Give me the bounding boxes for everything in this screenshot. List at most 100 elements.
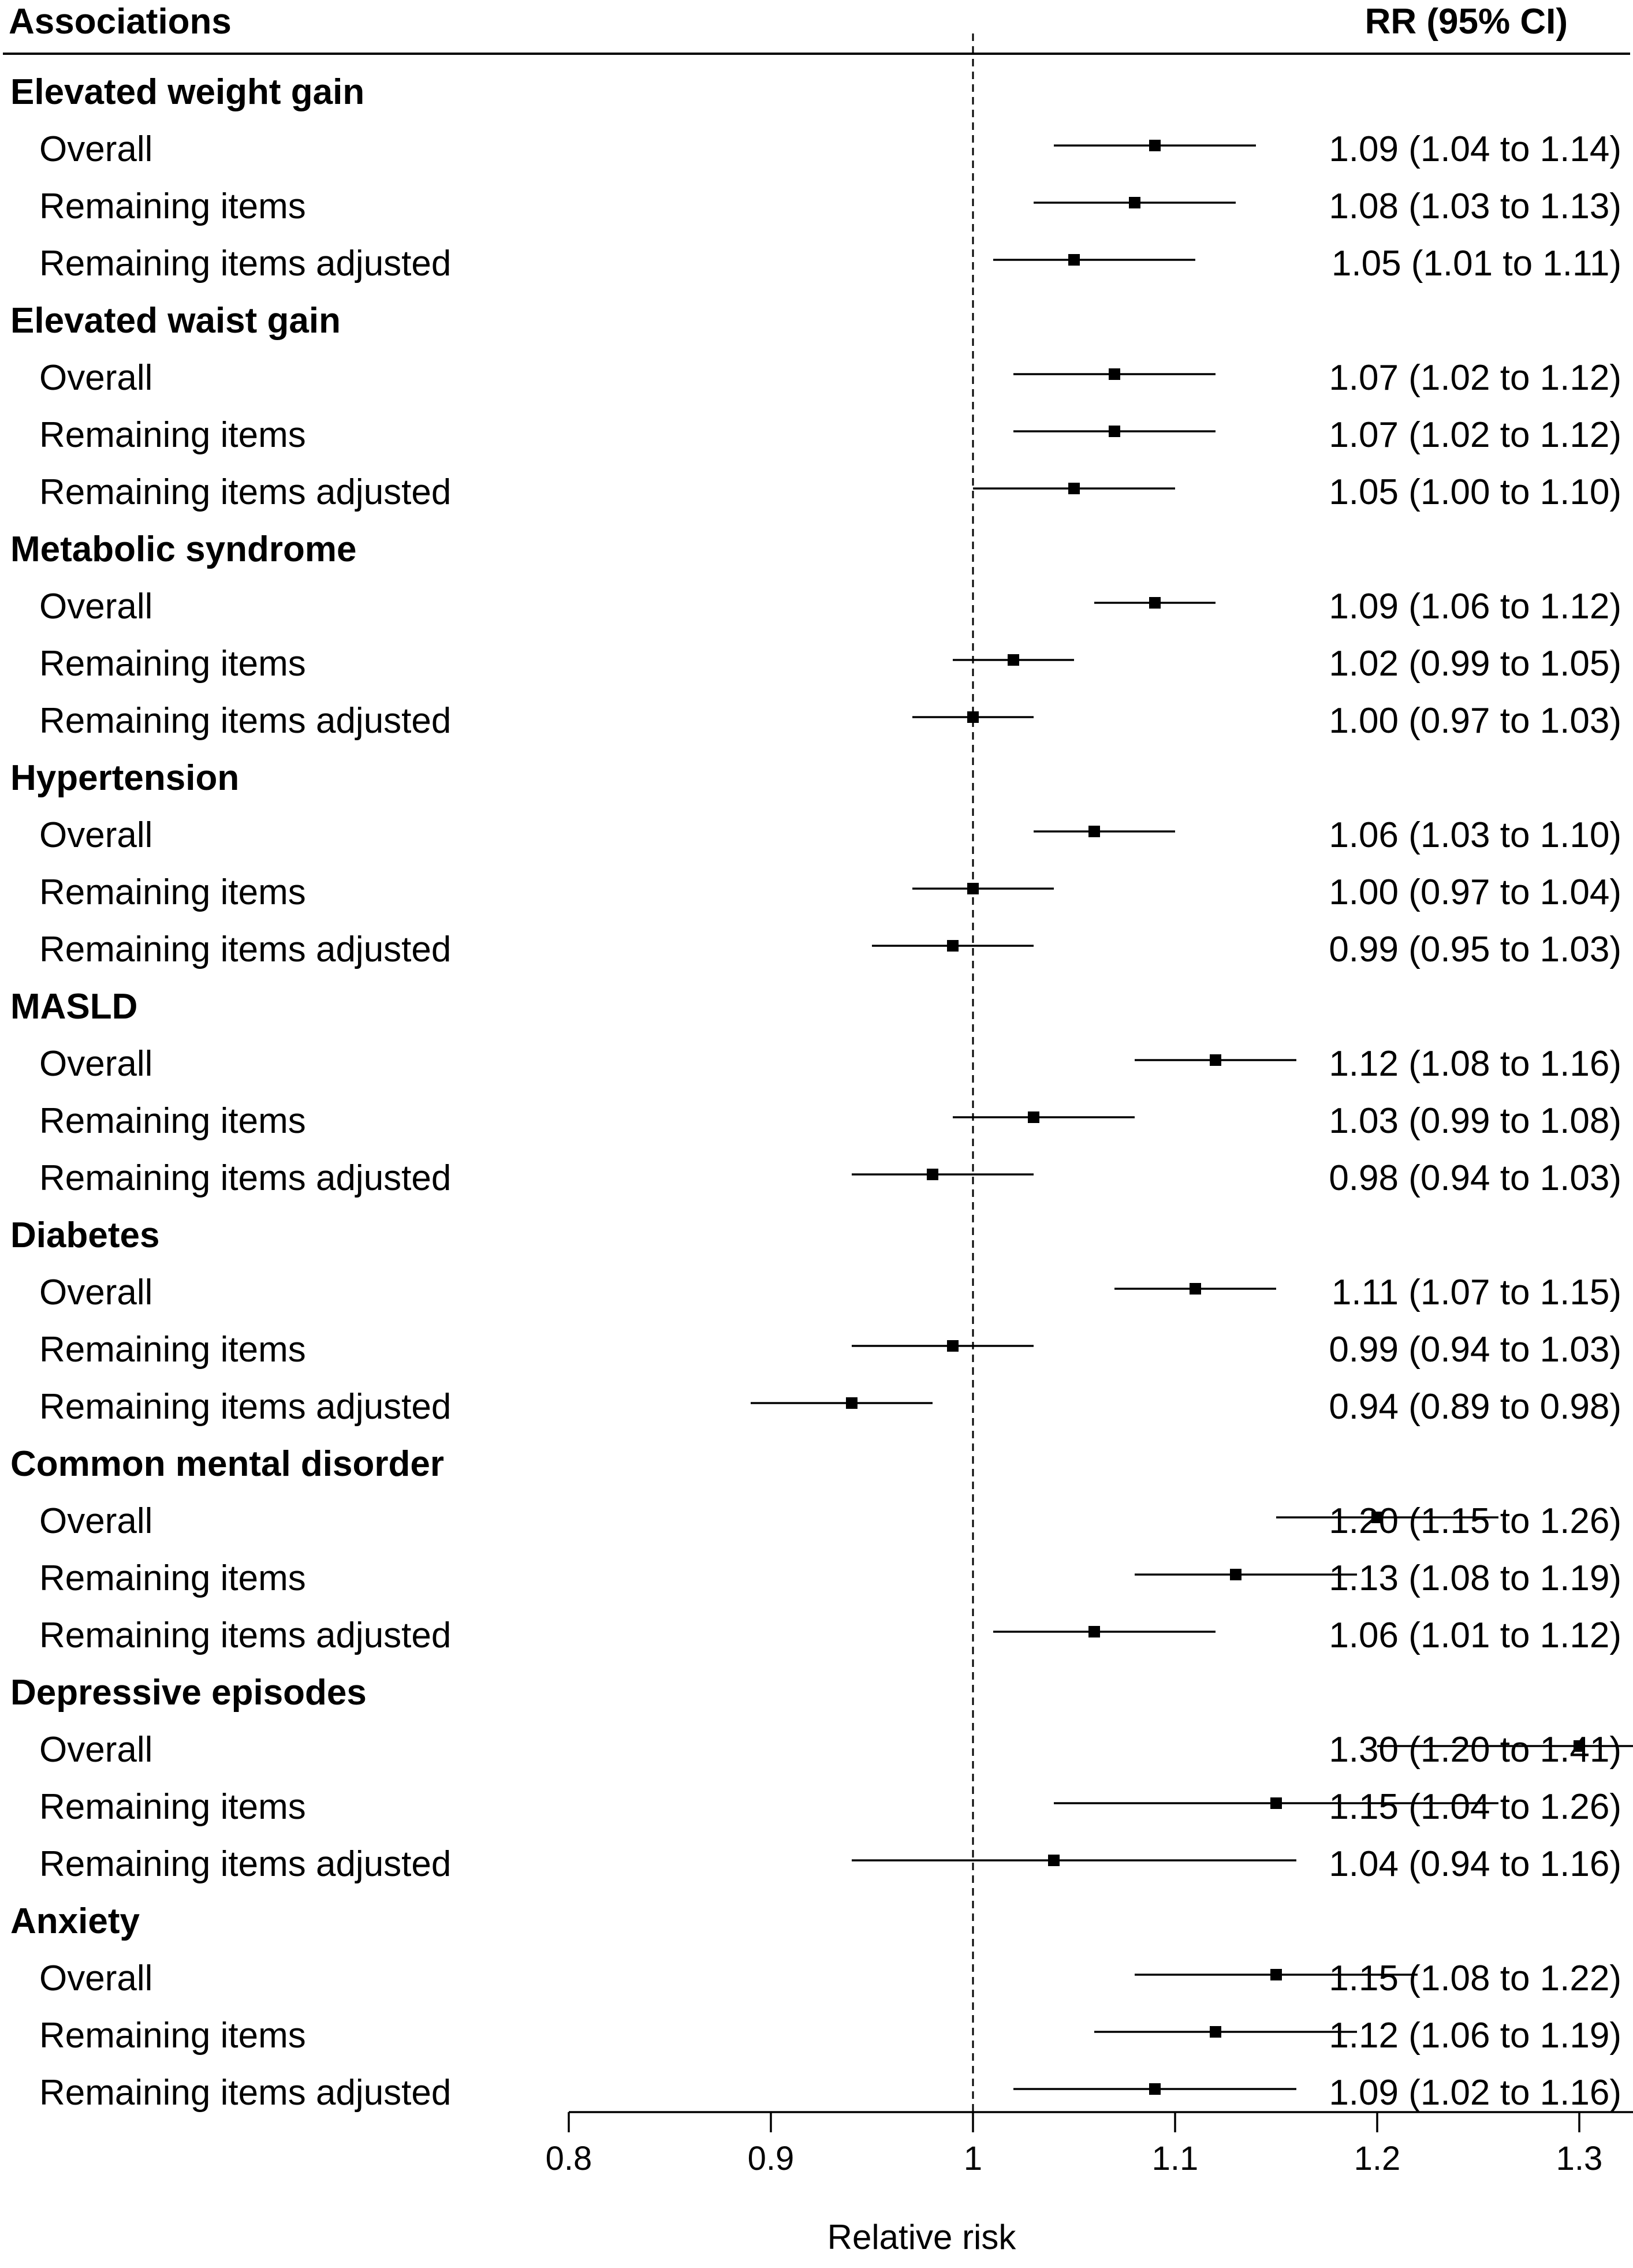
x-tick-label: 0.8 bbox=[546, 2140, 592, 2177]
point-estimate bbox=[1109, 368, 1120, 380]
rr-ci-value: 1.05 (1.01 to 1.11) bbox=[1332, 244, 1621, 284]
row-label: Remaining items bbox=[39, 872, 306, 912]
point-estimate bbox=[1088, 826, 1100, 837]
point-estimate bbox=[1068, 483, 1080, 494]
row-label: Remaining items bbox=[39, 2016, 306, 2056]
row-label: Remaining items bbox=[39, 1101, 306, 1141]
row-label: Remaining items bbox=[39, 186, 306, 226]
rr-ci-value: 1.02 (0.99 to 1.05) bbox=[1329, 644, 1621, 684]
rr-ci-value: 1.00 (0.97 to 1.04) bbox=[1329, 872, 1621, 912]
group-label: Hypertension bbox=[10, 758, 239, 798]
rr-ci-value: 1.09 (1.02 to 1.16) bbox=[1329, 2073, 1621, 2113]
group-label: Diabetes bbox=[10, 1215, 159, 1255]
point-estimate bbox=[947, 1340, 959, 1352]
rr-ci-value: 0.99 (0.95 to 1.03) bbox=[1329, 930, 1621, 969]
rr-ci-value: 0.99 (0.94 to 1.03) bbox=[1329, 1330, 1621, 1370]
row-label: Remaining items adjusted bbox=[39, 2073, 451, 2113]
point-estimate bbox=[1008, 654, 1019, 666]
x-tick-label: 1.1 bbox=[1152, 2140, 1199, 2177]
rr-ci-value: 0.94 (0.89 to 0.98) bbox=[1329, 1387, 1621, 1427]
point-estimate bbox=[1149, 2083, 1161, 2095]
x-tick-label: 1.2 bbox=[1354, 2140, 1401, 2177]
point-estimate bbox=[1028, 1111, 1039, 1123]
row-label: Overall bbox=[39, 1959, 152, 1998]
point-estimate bbox=[1270, 1797, 1282, 1809]
group-label: Elevated weight gain bbox=[10, 72, 364, 112]
row-label: Remaining items adjusted bbox=[39, 1844, 451, 1884]
row-label: Overall bbox=[39, 587, 152, 626]
rr-ci-value: 1.13 (1.08 to 1.19) bbox=[1329, 1558, 1621, 1598]
rr-ci-value: 1.20 (1.15 to 1.26) bbox=[1329, 1501, 1621, 1541]
rr-ci-value: 1.04 (0.94 to 1.16) bbox=[1329, 1844, 1621, 1884]
x-axis: 0.80.911.11.21.31.4 bbox=[546, 2111, 1633, 2177]
rr-ci-value: 1.09 (1.04 to 1.14) bbox=[1329, 129, 1621, 169]
row-label: Remaining items bbox=[39, 1330, 306, 1370]
rr-ci-value: 1.15 (1.04 to 1.26) bbox=[1329, 1787, 1621, 1827]
row-label: Remaining items bbox=[39, 415, 306, 455]
point-estimate bbox=[1371, 1512, 1383, 1523]
point-estimate bbox=[1088, 1626, 1100, 1637]
row-label: Overall bbox=[39, 129, 152, 169]
point-estimate bbox=[1048, 1855, 1060, 1866]
row-label: Remaining items adjusted bbox=[39, 1158, 451, 1198]
point-estimate bbox=[1109, 426, 1120, 437]
point-estimate bbox=[1149, 140, 1161, 151]
row-label: Overall bbox=[39, 815, 152, 855]
point-estimate bbox=[1210, 1054, 1221, 1066]
forest-rows: Elevated weight gain Overall 1.09 (1.04 to… bbox=[10, 33, 1633, 2118]
x-tick-label: 0.9 bbox=[748, 2140, 795, 2177]
row-label: Overall bbox=[39, 1501, 152, 1541]
rr-ci-value: 1.03 (0.99 to 1.08) bbox=[1329, 1101, 1621, 1141]
point-estimate bbox=[846, 1397, 857, 1409]
row-label: Overall bbox=[39, 358, 152, 398]
rr-ci-value: 1.09 (1.06 to 1.12) bbox=[1329, 587, 1621, 626]
point-estimate bbox=[967, 711, 979, 723]
row-label: Remaining items adjusted bbox=[39, 1616, 451, 1655]
rr-ci-value: 0.98 (0.94 to 1.03) bbox=[1329, 1158, 1621, 1198]
group-label: MASLD bbox=[10, 987, 137, 1027]
group-label: Elevated waist gain bbox=[10, 301, 341, 341]
rr-ci-value: 1.15 (1.08 to 1.22) bbox=[1329, 1959, 1621, 1998]
header-associations: Associations bbox=[9, 2, 232, 42]
group-label: Anxiety bbox=[10, 1901, 140, 1941]
x-tick-label: 1.3 bbox=[1556, 2140, 1603, 2177]
rr-ci-value: 1.11 (1.07 to 1.15) bbox=[1332, 1273, 1621, 1312]
point-estimate bbox=[1068, 254, 1080, 266]
row-label: Remaining items adjusted bbox=[39, 701, 451, 741]
point-estimate bbox=[1129, 197, 1140, 208]
rr-ci-value: 1.07 (1.02 to 1.12) bbox=[1329, 415, 1621, 455]
rr-ci-value: 1.05 (1.00 to 1.10) bbox=[1329, 472, 1621, 512]
row-label: Remaining items adjusted bbox=[39, 930, 451, 969]
group-label: Metabolic syndrome bbox=[10, 529, 356, 569]
rr-ci-value: 1.12 (1.06 to 1.19) bbox=[1329, 2016, 1621, 2056]
row-label: Remaining items adjusted bbox=[39, 472, 451, 512]
header-rr-ci: RR (95% CI) bbox=[1365, 2, 1568, 42]
point-estimate bbox=[1574, 1740, 1585, 1752]
point-estimate bbox=[1210, 2026, 1221, 2038]
row-label: Overall bbox=[39, 1044, 152, 1084]
row-label: Remaining items bbox=[39, 1558, 306, 1598]
row-label: Overall bbox=[39, 1273, 152, 1312]
point-estimate bbox=[947, 940, 959, 952]
rr-ci-value: 1.06 (1.01 to 1.12) bbox=[1329, 1616, 1621, 1655]
row-label: Overall bbox=[39, 1730, 152, 1770]
rr-ci-value: 1.12 (1.08 to 1.16) bbox=[1329, 1044, 1621, 1084]
row-label: Remaining items adjusted bbox=[39, 1387, 451, 1427]
row-label: Remaining items bbox=[39, 644, 306, 684]
point-estimate bbox=[1230, 1569, 1241, 1580]
point-estimate bbox=[927, 1169, 938, 1180]
x-axis-label: Relative risk bbox=[827, 2218, 1017, 2256]
rr-ci-value: 1.07 (1.02 to 1.12) bbox=[1329, 358, 1621, 398]
point-estimate bbox=[1149, 597, 1161, 609]
point-estimate bbox=[1270, 1969, 1282, 1980]
rr-ci-value: 1.30 (1.20 to 1.41) bbox=[1329, 1730, 1621, 1770]
group-label: Common mental disorder bbox=[10, 1444, 444, 1484]
row-label: Remaining items bbox=[39, 1787, 306, 1827]
row-label: Remaining items adjusted bbox=[39, 244, 451, 284]
rr-ci-value: 1.08 (1.03 to 1.13) bbox=[1329, 186, 1621, 226]
x-tick-label: 1 bbox=[964, 2140, 982, 2177]
group-label: Depressive episodes bbox=[10, 1673, 367, 1713]
point-estimate bbox=[1190, 1283, 1201, 1295]
rr-ci-value: 1.00 (0.97 to 1.03) bbox=[1329, 701, 1621, 741]
